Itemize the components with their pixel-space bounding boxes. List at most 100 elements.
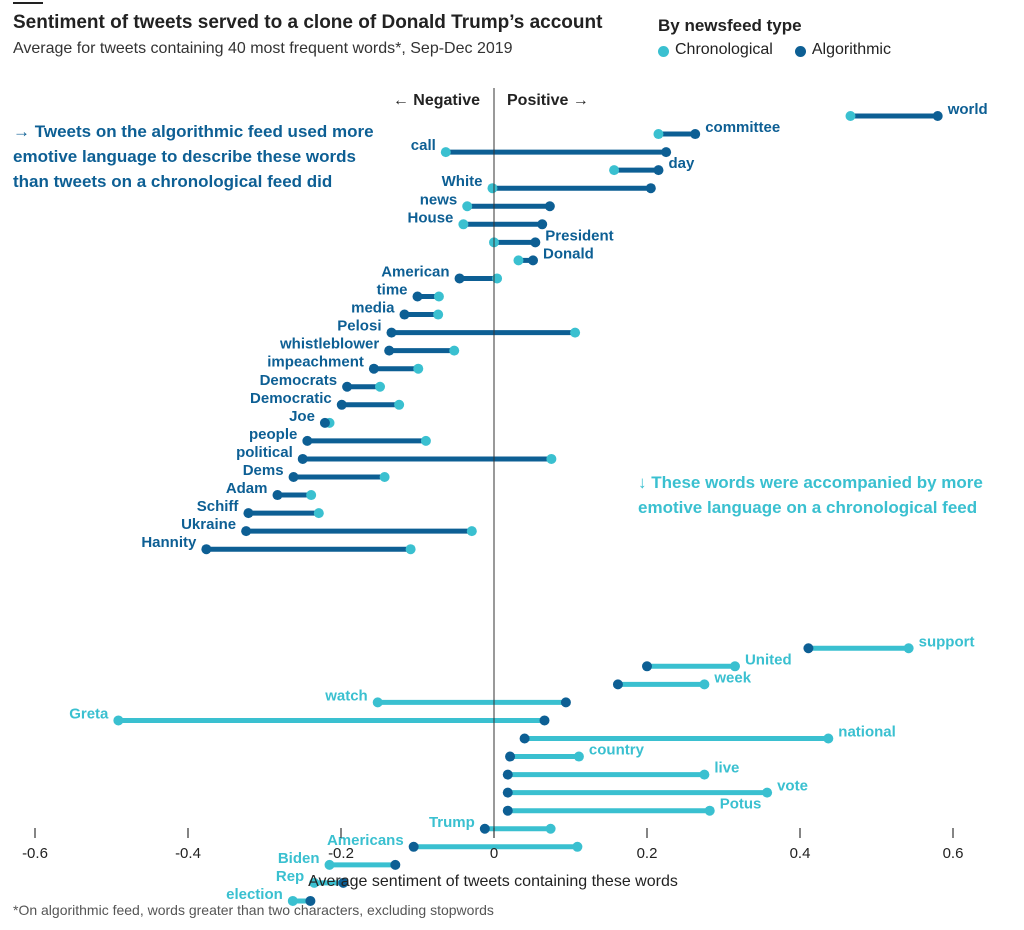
x-axis-label: Average sentiment of tweets containing t… bbox=[308, 873, 678, 890]
algorithmic-point bbox=[505, 751, 516, 762]
word-label: White bbox=[442, 173, 483, 190]
chronological-point bbox=[433, 291, 444, 302]
negative-direction-label: ← Negative bbox=[393, 92, 480, 109]
chronological-point bbox=[458, 219, 469, 230]
chronological-point bbox=[573, 751, 584, 762]
word-label: Trump bbox=[429, 814, 475, 831]
chronological-note-line-2: emotive language on a chronological feed bbox=[638, 498, 977, 517]
dumbbell-row: news bbox=[420, 191, 555, 212]
chronological-point bbox=[699, 679, 710, 690]
algorithmic-point bbox=[502, 787, 513, 798]
chronological-point bbox=[394, 399, 405, 410]
dumbbell-row: world bbox=[845, 101, 988, 121]
dumbbell-row: Americans bbox=[327, 832, 583, 852]
dumbbell-row: media bbox=[351, 300, 444, 320]
dumbbell-row: Dems bbox=[243, 462, 390, 482]
chronological-point bbox=[405, 544, 416, 555]
word-label: Potus bbox=[720, 796, 762, 813]
word-label: Hannity bbox=[141, 534, 197, 551]
word-label: President bbox=[545, 227, 613, 244]
word-label: world bbox=[947, 101, 988, 118]
chronological-point bbox=[379, 472, 390, 482]
dumbbell-row: national bbox=[519, 724, 896, 744]
dumbbell-row: country bbox=[505, 742, 645, 762]
dumbbell-row: Ukraine bbox=[181, 516, 477, 537]
algorithmic-point bbox=[932, 111, 943, 121]
legend-title: By newsfeed type bbox=[658, 16, 802, 35]
algorithmic-point bbox=[412, 291, 423, 302]
x-tick-label: 0.6 bbox=[943, 845, 964, 862]
word-label: election bbox=[226, 886, 283, 903]
word-label: watch bbox=[324, 687, 368, 704]
dumbbell-row: political bbox=[236, 444, 557, 464]
dumbbell-row: United bbox=[642, 651, 792, 672]
dumbbell-row: Democrats bbox=[260, 372, 386, 392]
x-tick-label: -0.2 bbox=[328, 845, 354, 862]
dumbbell-row: House bbox=[408, 209, 548, 230]
chronological-point bbox=[420, 435, 431, 446]
algorithmic-point bbox=[479, 823, 490, 834]
algorithmic-point bbox=[544, 201, 555, 212]
chronological-point bbox=[466, 526, 477, 537]
word-label: Greta bbox=[69, 705, 109, 722]
algorithmic-note-line-1: → Tweets on the algorithmic feed used mo… bbox=[13, 122, 374, 141]
chronological-point bbox=[845, 111, 856, 121]
algorithmic-point bbox=[502, 805, 513, 816]
algorithmic-point bbox=[319, 417, 330, 428]
word-label: time bbox=[377, 282, 408, 299]
dumbbell-row: Joe bbox=[289, 408, 335, 428]
algorithmic-point bbox=[302, 435, 313, 446]
word-label: Biden bbox=[278, 850, 320, 867]
algorithmic-point bbox=[539, 715, 550, 726]
chronological-point bbox=[440, 147, 451, 158]
algorithmic-point bbox=[305, 895, 316, 906]
word-label: political bbox=[236, 444, 293, 461]
chronological-point bbox=[729, 661, 740, 672]
dumbbell-row: Trump bbox=[429, 814, 556, 834]
algorithmic-point bbox=[502, 769, 513, 780]
chronological-point bbox=[653, 129, 664, 140]
word-label: Donald bbox=[543, 245, 594, 262]
chronological-point bbox=[823, 733, 834, 744]
chronological-point bbox=[545, 823, 556, 834]
chronological-point bbox=[492, 273, 503, 284]
word-label: Joe bbox=[289, 408, 315, 425]
x-axis: -0.6 -0.4 -0.2 0 0.2 0.4 0.6 bbox=[22, 88, 963, 862]
word-label: vote bbox=[777, 778, 808, 795]
legend-algorithmic-dot bbox=[794, 45, 806, 57]
dumbbell-row: call bbox=[411, 137, 672, 158]
word-label: Americans bbox=[327, 832, 404, 849]
dumbbell-row: day bbox=[609, 155, 695, 176]
chronological-point bbox=[609, 165, 620, 176]
chronological-point bbox=[433, 309, 444, 320]
dumbbell-row: Schiff bbox=[197, 498, 324, 519]
algorithmic-point bbox=[386, 327, 397, 338]
word-label: people bbox=[249, 426, 297, 443]
word-label: week bbox=[713, 669, 751, 686]
word-label: Democratic bbox=[250, 390, 332, 407]
algorithmic-point bbox=[653, 165, 664, 176]
title-rule bbox=[13, 2, 43, 4]
dumbbell-row: week bbox=[612, 669, 752, 690]
word-label: Democrats bbox=[260, 372, 338, 389]
word-label: live bbox=[714, 760, 739, 777]
dumbbell-row: impeachment bbox=[267, 354, 424, 374]
word-label: impeachment bbox=[267, 354, 364, 371]
dumbbell-row: Democratic bbox=[250, 390, 405, 410]
chronological-point bbox=[699, 769, 710, 780]
algorithmic-point bbox=[528, 255, 539, 266]
algorithmic-point bbox=[690, 129, 701, 140]
dumbbell-row: election bbox=[226, 886, 316, 906]
x-tick-label: 0 bbox=[490, 845, 498, 862]
chart-subtitle: Average for tweets containing 40 most fr… bbox=[13, 40, 513, 57]
word-label: support bbox=[919, 633, 975, 650]
chronological-point bbox=[487, 183, 498, 194]
x-tick-label: 0.2 bbox=[637, 845, 658, 862]
word-label: American bbox=[381, 263, 449, 280]
positive-direction-label: Positive → bbox=[507, 92, 589, 109]
word-label: United bbox=[745, 651, 792, 668]
algorithmic-note-line-3: than tweets on a chronological feed did bbox=[13, 172, 332, 191]
chronological-point bbox=[513, 255, 524, 266]
dumbbell-row: live bbox=[502, 760, 739, 780]
